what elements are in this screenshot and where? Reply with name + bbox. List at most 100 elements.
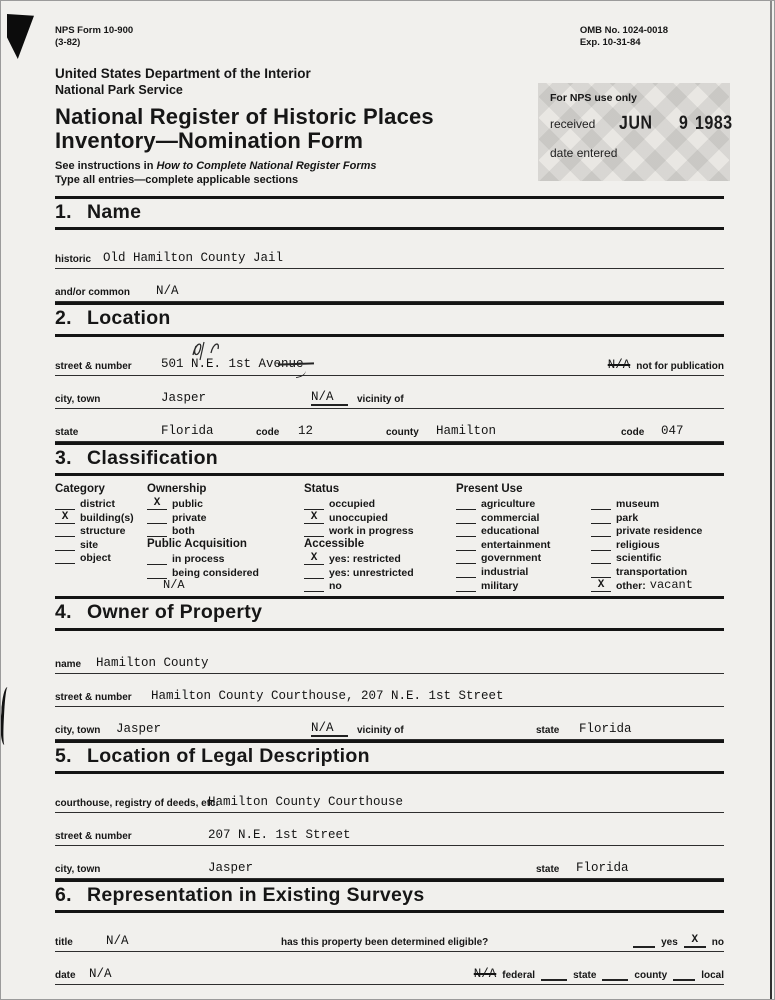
checkbox-label: entertainment bbox=[481, 538, 551, 551]
scan-edge-mark bbox=[1, 686, 13, 746]
field-row-city: city, town Jasper N/A vicinity of bbox=[55, 376, 724, 409]
checkbox-label: no bbox=[329, 580, 342, 593]
checkbox-label: museum bbox=[616, 498, 660, 511]
checkbox-item: being considered bbox=[147, 565, 304, 579]
checkbox-item: structure bbox=[55, 524, 147, 538]
field-row-survey-date: date N/A N/A federal state county local bbox=[55, 952, 724, 986]
checkbox-blank: X bbox=[591, 579, 611, 592]
county-code-value: 047 bbox=[661, 423, 684, 438]
survey-state-blank bbox=[541, 968, 568, 982]
legal-city-label: city, town bbox=[55, 864, 101, 876]
checkbox-blank bbox=[147, 554, 167, 565]
checkbox-label: other: bbox=[616, 579, 646, 592]
nps-use-only-box: For NPS use only received JUN 9 1983 dat… bbox=[538, 83, 733, 181]
section-title: Representation in Existing Surveys bbox=[87, 884, 425, 907]
survey-county-blank bbox=[602, 968, 629, 982]
not-for-publication-label: not for publication bbox=[636, 360, 724, 372]
checkbox-label: district bbox=[80, 498, 116, 511]
checkbox-blank bbox=[147, 513, 167, 524]
classification-na-note: N/A bbox=[163, 577, 185, 592]
checkbox-label: industrial bbox=[481, 565, 529, 578]
state-code-label: code bbox=[256, 426, 280, 438]
form-number-block: NPS Form 10-900 (3-82) bbox=[55, 25, 133, 50]
checkbox-label: occupied bbox=[329, 498, 376, 511]
checkbox-blank bbox=[456, 540, 476, 551]
instructions-line2: Type all entries—complete applicable sec… bbox=[55, 174, 299, 187]
owner-street-label: street & number bbox=[55, 691, 132, 703]
field-row-legal-street: street & number 207 N.E. 1st Street bbox=[55, 813, 724, 847]
section-heading-location: 2. Location bbox=[55, 302, 724, 337]
historic-value: Old Hamilton County Jail bbox=[103, 251, 284, 266]
owner-vicinity-na: N/A bbox=[311, 720, 348, 737]
checkbox-label: being considered bbox=[172, 566, 259, 579]
checkbox-blank bbox=[304, 499, 324, 511]
checkbox-label: unoccupied bbox=[329, 511, 388, 524]
checkbox-item: site bbox=[55, 537, 147, 551]
checkbox-blank bbox=[591, 499, 611, 511]
field-row-state: state Florida code 12 county Hamilton co… bbox=[55, 409, 724, 442]
checkbox-item: private bbox=[147, 510, 304, 524]
eligible-question: has this property been determined eligib… bbox=[281, 937, 489, 949]
section-number: 1. bbox=[55, 200, 72, 223]
checkbox-blank bbox=[591, 540, 611, 551]
classification-group-header: Public Acquisition bbox=[147, 538, 247, 551]
checkbox-label: site bbox=[80, 538, 99, 551]
checkbox-label: park bbox=[616, 511, 639, 524]
checkbox-item: agriculture bbox=[456, 496, 591, 511]
scan-corner-artifact bbox=[7, 14, 34, 59]
handwritten-correction-mark bbox=[192, 341, 219, 360]
vicinity-label: vicinity of bbox=[357, 393, 404, 405]
checkbox-label: public bbox=[172, 498, 203, 511]
survey-federal-label: federal bbox=[502, 970, 536, 982]
checkbox-blank bbox=[55, 526, 75, 538]
checkbox-item: object bbox=[55, 551, 147, 565]
checkbox-item: entertainment bbox=[456, 537, 591, 551]
scan-right-edge-shadow bbox=[770, 1, 772, 999]
legal-street-label: street & number bbox=[55, 831, 132, 843]
checkbox-item: museum bbox=[591, 496, 724, 511]
checkbox-label: private residence bbox=[616, 525, 703, 538]
checkbox-item: military bbox=[456, 578, 591, 592]
checkbox-label: religious bbox=[616, 538, 660, 551]
agency-title: National Park Service bbox=[55, 82, 183, 97]
checkbox-label: work in progress bbox=[329, 525, 414, 538]
section-heading-surveys: 6. Representation in Existing Surveys bbox=[55, 879, 724, 914]
checkbox-item: no bbox=[304, 579, 456, 593]
eligible-no-blank: X bbox=[683, 935, 706, 949]
received-label: received bbox=[550, 117, 596, 131]
survey-local-label: local bbox=[701, 970, 724, 982]
checkbox-label: building(s) bbox=[80, 511, 134, 524]
omb-block: OMB No. 1024-0018 Exp. 10-31-84 bbox=[580, 25, 668, 50]
section-title: Owner of Property bbox=[87, 601, 263, 624]
checkbox-item: scientific bbox=[591, 551, 724, 565]
field-row-legal-city: city, town Jasper state Florida bbox=[55, 846, 724, 880]
vicinity-na: N/A bbox=[311, 389, 348, 406]
eligible-no-label: no bbox=[711, 937, 724, 949]
county-value: Hamilton bbox=[436, 423, 497, 438]
field-row-street: street & number 501 N.E. 1st Avenue N/A … bbox=[55, 341, 724, 379]
checkbox-blank bbox=[456, 526, 476, 538]
checkbox-blank bbox=[456, 513, 476, 524]
form-number: NPS Form 10-900 bbox=[55, 25, 134, 36]
survey-local-blank bbox=[673, 968, 696, 982]
checkbox-label: object bbox=[80, 552, 111, 565]
checkbox-label: transportation bbox=[616, 565, 688, 578]
classification-group-header: Ownership bbox=[147, 483, 207, 496]
state-label: state bbox=[55, 426, 79, 438]
omb-number: OMB No. 1024-0018 bbox=[579, 25, 668, 36]
city-label: city, town bbox=[55, 393, 101, 405]
checkbox-blank bbox=[456, 553, 476, 565]
instructions: See instructions in How to Complete Nati… bbox=[55, 159, 724, 188]
field-row-historic: historic Old Hamilton County Jail bbox=[55, 236, 724, 270]
courthouse-value: Hamilton County Courthouse bbox=[208, 795, 404, 810]
checkbox-blank: X bbox=[304, 511, 324, 524]
checkbox-blank bbox=[591, 567, 611, 578]
classification-column: Present Use agriculture commercial educatio… bbox=[456, 482, 591, 592]
